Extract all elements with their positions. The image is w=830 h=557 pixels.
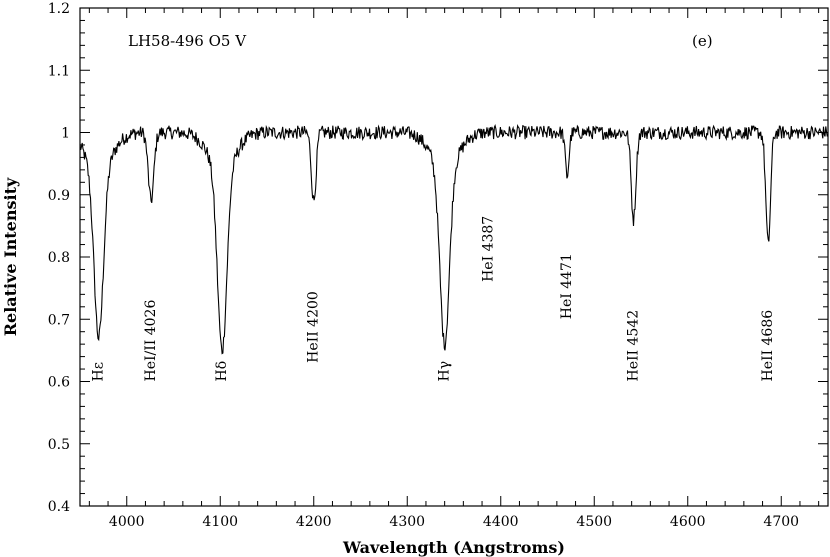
spectral-line-label: HeI 4471 — [559, 253, 575, 319]
y-tick-label: 0.7 — [48, 312, 70, 328]
x-tick-label: 4500 — [576, 514, 612, 530]
x-axis-title: Wavelength (Angstroms) — [342, 538, 565, 557]
x-tick-label: 4000 — [109, 514, 145, 530]
spectral-line-label: HeII 4542 — [626, 310, 642, 382]
y-tick-label: 1.2 — [48, 1, 70, 17]
y-tick-label: 0.9 — [48, 188, 70, 204]
plot-frame — [79, 7, 829, 507]
x-tick-label: 4300 — [389, 514, 425, 530]
y-tick-label: 0.6 — [48, 375, 70, 391]
spectral-line-labels: Hε HeI/II 4026 Hδ HeII 4200 Hγ HeI 4387 HeI 44… — [91, 216, 776, 382]
x-tick-label: 4400 — [483, 514, 519, 530]
spectral-line-label: Hδ — [214, 361, 230, 382]
x-tick-label: 4200 — [296, 514, 332, 530]
y-axis-title: Relative Intensity — [1, 177, 20, 336]
spectral-line-label: HeI/II 4026 — [143, 300, 159, 382]
y-tick-label: 0.5 — [48, 437, 70, 453]
y-tick-label: 0.8 — [48, 250, 70, 266]
axis-tick-labels: 4000 4100 4200 4300 4400 4500 4600 4700 0.4 0.5 0.… — [48, 1, 799, 530]
spectral-line-label: Hγ — [437, 361, 453, 382]
x-tick-label: 4100 — [202, 514, 238, 530]
y-tick-label: 1.1 — [48, 63, 70, 79]
y-tick-label: 0.4 — [48, 499, 70, 515]
spectral-line-label: HeII 4686 — [760, 310, 776, 382]
x-tick-label: 4700 — [763, 514, 799, 530]
axis-ticks — [80, 7, 828, 507]
x-tick-label: 4600 — [670, 514, 706, 530]
y-tick-label: 1 — [61, 126, 70, 142]
spectral-line-label: Hε — [91, 362, 107, 381]
chart-title: LH58-496 O5 V — [128, 32, 247, 50]
spectral-line-label: HeII 4200 — [306, 291, 322, 363]
panel-label: (e) — [692, 32, 713, 50]
spectral-line-label: HeI 4387 — [481, 216, 497, 282]
spectrum-line — [79, 124, 828, 355]
